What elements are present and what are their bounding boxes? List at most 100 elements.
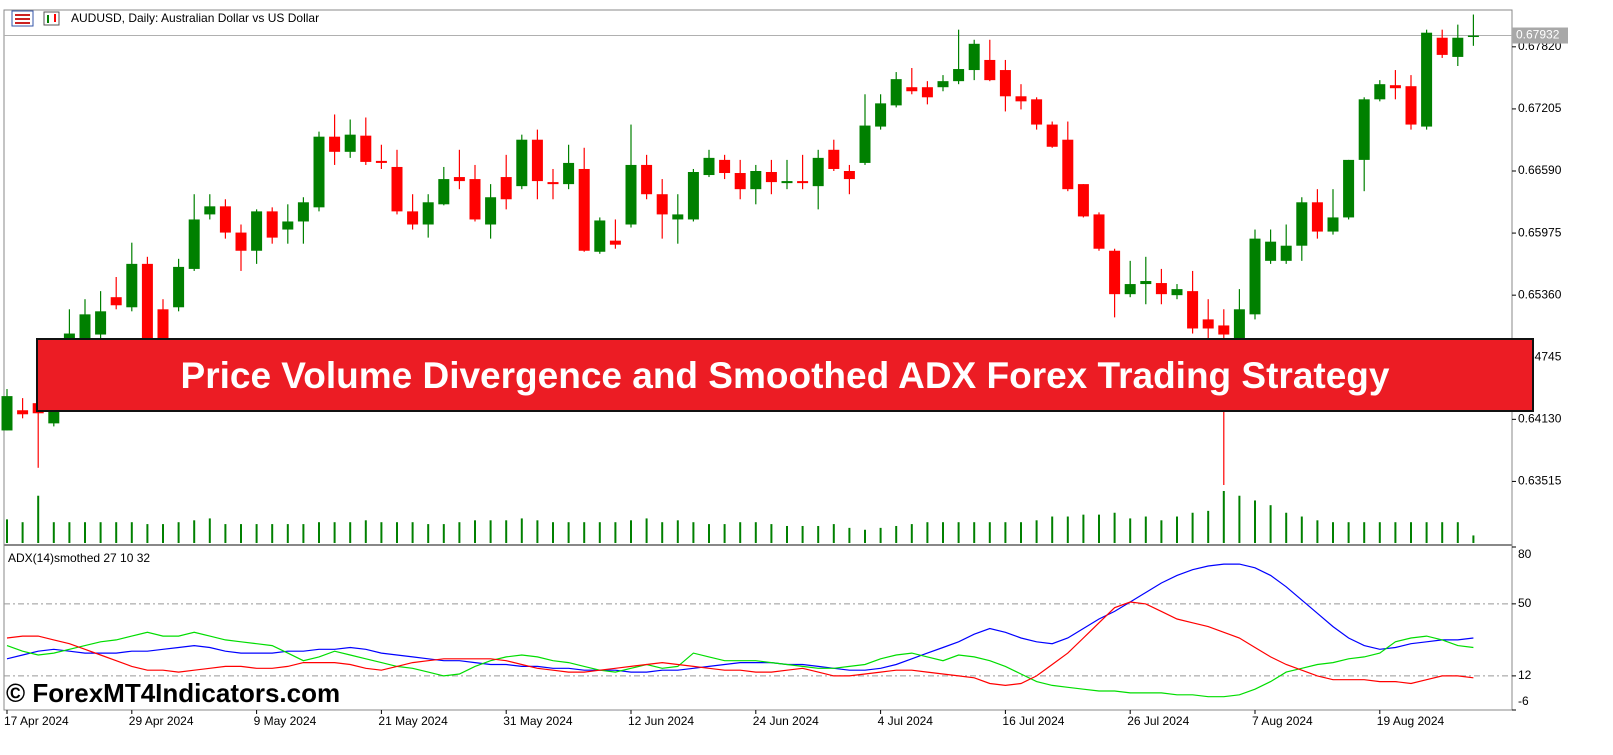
candle-body [1343,159,1355,218]
candle-body [266,211,278,238]
candle-body [219,206,231,233]
candle-body [407,211,419,225]
candle-body [703,157,715,176]
candle-body [890,79,902,106]
y-tick-label: 0.64130 [1518,412,1562,426]
candle-body [594,220,606,252]
candle-body [797,181,809,184]
candle-body [828,149,840,169]
candle-body [235,232,247,251]
candle-body [329,136,341,152]
candle-body [734,173,746,190]
candle-body [344,134,356,152]
y-tick-label: 80 [1518,547,1532,561]
candle-body [1249,238,1261,315]
candle-body [937,81,949,88]
candle-body [687,172,699,220]
y-tick-label: 12 [1518,668,1532,682]
y-tick-label: 0.66590 [1518,163,1562,177]
candle-body [1,396,13,431]
candle-body [1031,99,1043,125]
x-tick-label: 17 Apr 2024 [4,714,69,728]
candle-body [1046,124,1058,147]
icon [43,11,60,26]
candle-body [282,221,294,230]
candle-body [1405,86,1417,125]
x-tick-label: 16 Jul 2024 [1002,714,1064,728]
candle-body [953,69,965,82]
watermark: © ForexMT4Indicators.com [6,678,340,708]
x-tick-label: 29 Apr 2024 [129,714,194,728]
candle-body [1358,99,1370,160]
candle-body [1280,245,1292,261]
candle-body [921,87,933,98]
candle-body [1202,319,1214,329]
candle-body [625,164,637,225]
candle-body [1265,241,1277,261]
candle-body [204,206,216,215]
candle-body [1374,84,1386,100]
candle-body [141,263,153,344]
candle-body [516,139,528,187]
banner-text: Price Volume Divergence and Smoothed ADX… [181,355,1390,396]
candle-body [875,103,887,127]
candle-body [360,135,372,162]
x-tick-label: 9 May 2024 [254,714,317,728]
candle-body [313,136,325,208]
banner [36,338,1534,412]
x-tick-label: 12 Jun 2024 [628,714,694,728]
candle-body [1436,37,1448,55]
candle-body [173,266,185,308]
candle-body [1015,96,1027,102]
y-tick-label: 50 [1518,596,1532,610]
candle-body [1077,184,1089,217]
candle-body [188,219,200,269]
candle-body [1311,202,1323,232]
y-tick-label: 0.65360 [1518,287,1562,301]
candle-body [251,211,263,251]
candle-body [641,164,653,195]
x-tick-label: 21 May 2024 [378,714,448,728]
candle-body [79,314,91,339]
candle-body [1093,214,1105,249]
x-tick-label: 26 Jul 2024 [1127,714,1189,728]
candle-body [375,160,387,163]
candle-body [843,170,855,180]
indicator-line [6,631,1474,698]
candle-body [719,159,731,174]
candle-body [1327,217,1339,232]
candle-body [1296,202,1308,246]
candle-body [1389,85,1401,89]
y-tick-label: -6 [1518,694,1529,708]
candle-body [609,240,621,245]
candle-body [453,177,465,182]
candle-body [656,194,668,215]
candle-body [391,166,403,212]
candle-body [547,182,559,185]
chart-title: AUDUSD, Daily: Australian Dollar vs US D… [71,11,319,25]
candle-body [1218,325,1230,335]
candle-body [438,179,450,205]
candle-body [765,172,777,183]
candle-body [95,311,107,335]
candle-body [500,177,512,200]
candle-body [469,179,481,220]
candle-body [1155,283,1167,295]
candle-body [578,168,590,251]
candle-body [531,139,543,182]
candle-body [1187,291,1199,329]
candle-body [110,297,122,306]
indicator-line [6,563,1474,673]
x-tick-label: 24 Jun 2024 [753,714,819,728]
y-tick-label: 0.63515 [1518,474,1562,488]
x-tick-label: 19 Aug 2024 [1377,714,1445,728]
y-tick-label: 0.67205 [1518,101,1562,115]
candle-body [1421,32,1433,127]
candle-body [1171,289,1183,296]
candle-body [563,162,575,185]
candle-body [422,202,434,225]
candle-body [1124,284,1136,295]
x-tick-label: 7 Aug 2024 [1252,714,1313,728]
candle-body [297,202,309,222]
